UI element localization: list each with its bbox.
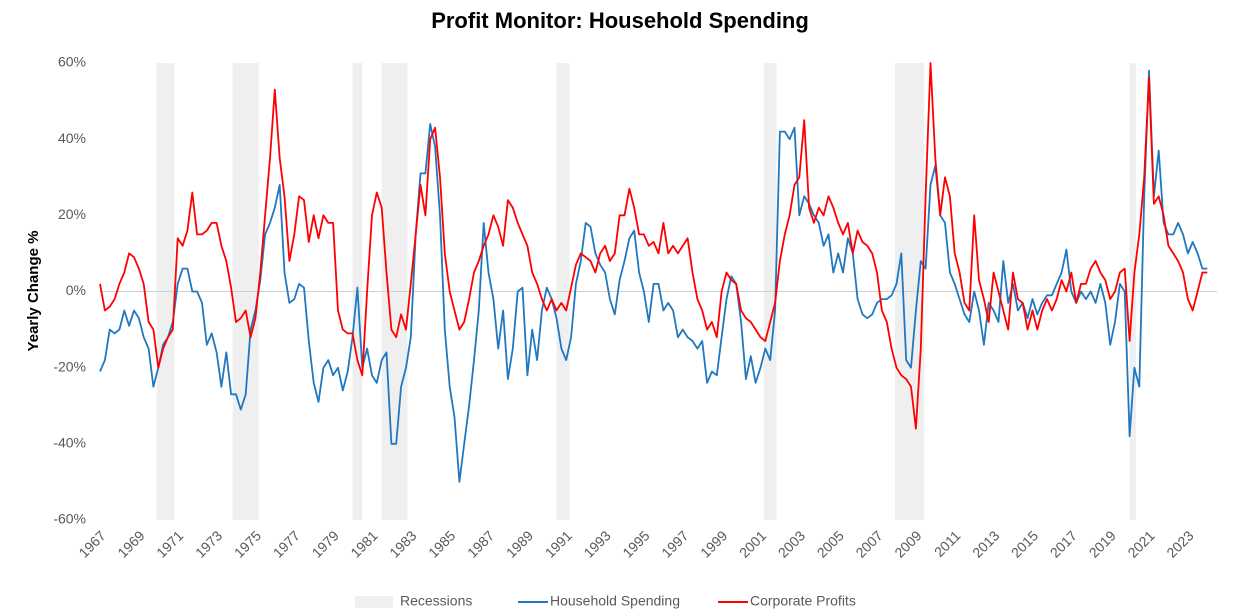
x-tick-label: 1985: [425, 527, 458, 560]
y-tick-label: 0%: [66, 282, 86, 298]
x-tick-label: 2007: [852, 527, 885, 560]
y-tick-label: 40%: [58, 130, 86, 146]
y-tick-label: -40%: [53, 435, 86, 451]
x-tick-label: 2015: [1008, 527, 1041, 560]
x-tick-label: 1973: [192, 527, 225, 560]
x-tick-label: 1981: [347, 527, 380, 560]
x-tick-label: 1991: [542, 527, 575, 560]
chart-title: Profit Monitor: Household Spending: [431, 8, 809, 33]
x-tick-label: 1995: [619, 527, 652, 560]
x-tick-label: 1975: [231, 527, 264, 560]
legend-label: Recessions: [400, 593, 472, 609]
x-tick-label: 2001: [736, 527, 769, 560]
series-line: [99, 62, 1208, 430]
x-tick-label: 1999: [697, 527, 730, 560]
x-tick-label: 1997: [658, 527, 691, 560]
y-tick-label: 60%: [58, 54, 86, 70]
series-line: [99, 69, 1208, 483]
x-tick-label: 1987: [464, 527, 497, 560]
x-tick-label: 2017: [1047, 527, 1080, 560]
x-tick-label: 2011: [931, 527, 964, 560]
x-tick-label: 1977: [270, 527, 303, 560]
x-tick-label: 2005: [814, 527, 847, 560]
legend-label: Household Spending: [550, 593, 680, 609]
x-tick-label: 1967: [75, 527, 108, 560]
y-axis-label: Yearly Change %: [25, 231, 42, 352]
legend-label: Corporate Profits: [750, 593, 856, 609]
y-tick-label: -60%: [53, 511, 86, 527]
legend-swatch: [355, 596, 393, 608]
x-tick-label: 2003: [775, 527, 808, 560]
x-tick-label: 2023: [1163, 527, 1196, 560]
y-tick-label: -20%: [53, 358, 86, 374]
x-tick-label: 1971: [153, 527, 186, 560]
x-tick-label: 1993: [580, 527, 613, 560]
y-tick-label: 20%: [58, 206, 86, 222]
x-tick-label: 1979: [309, 527, 342, 560]
x-tick-label: 2019: [1086, 527, 1119, 560]
x-tick-label: 1969: [114, 527, 147, 560]
x-tick-label: 2013: [969, 527, 1002, 560]
x-tick-label: 1989: [503, 527, 536, 560]
x-tick-label: 1983: [386, 527, 419, 560]
x-tick-label: 2009: [891, 527, 924, 560]
x-tick-label: 2021: [1124, 527, 1157, 560]
